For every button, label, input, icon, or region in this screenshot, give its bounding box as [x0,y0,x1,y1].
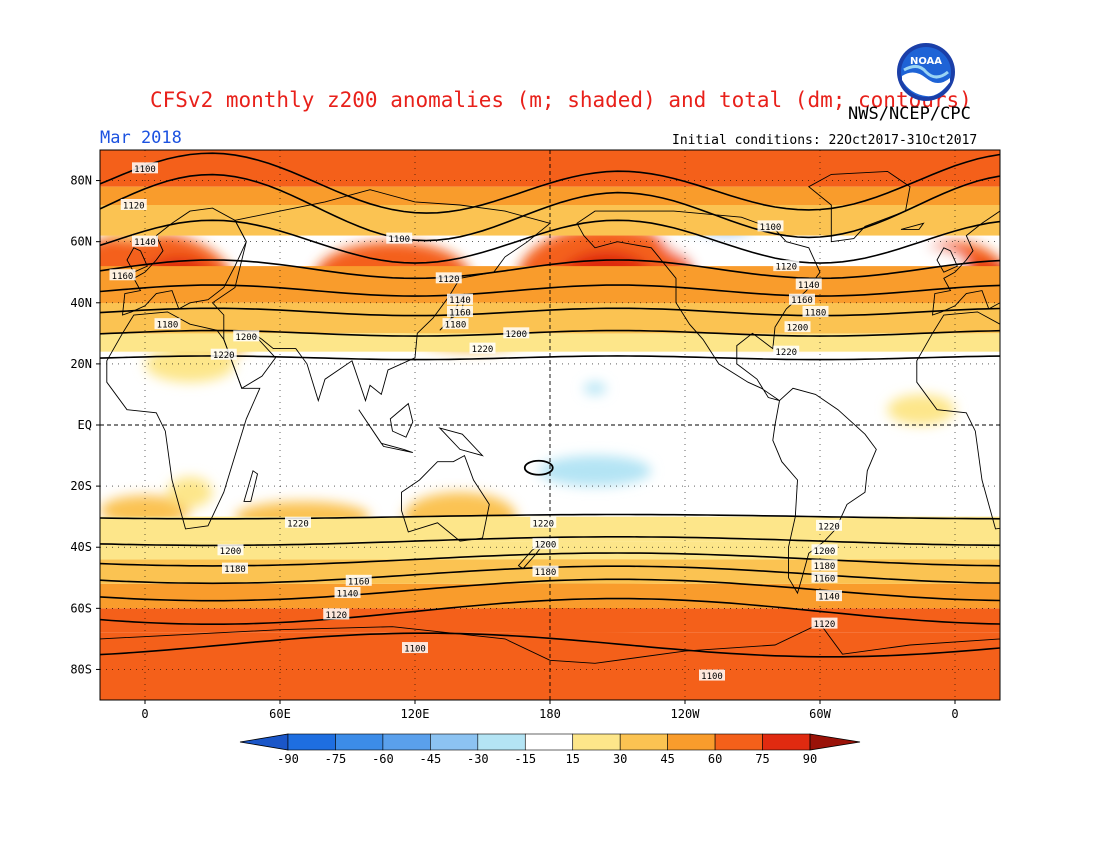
contour-label: 1220 [213,351,235,361]
colorbar-swatch [477,733,526,751]
colorbar-swatch [667,733,716,751]
contour-label: 1220 [472,345,494,355]
contour-label: 1160 [112,272,134,282]
colorbar-swatch [430,733,479,751]
colorbar-label: 90 [803,752,817,766]
contour-labels: 1100112011401160118012001220110011201140… [109,162,842,682]
contour-label: 1140 [818,593,840,603]
colorbar-label: -15 [514,752,536,766]
initial-conditions: Initial conditions: 22Oct2017-31Oct2017 [672,133,978,148]
contour-label: 1180 [445,321,467,331]
contour-label: 1180 [814,562,836,572]
colorbar-label: -90 [277,752,299,766]
colorbar-label: 60 [708,752,722,766]
latitude-tick-label: 20N [70,357,92,371]
longitude-tick-label: 0 [141,707,148,721]
contour-label: 1160 [814,574,836,584]
latitude-tick-label: 40N [70,296,92,310]
colorbar-swatch [762,733,811,751]
latitude-tick-label: 60N [70,235,92,249]
colorbar-swatch [287,733,336,751]
contour-label: 1100 [760,223,782,233]
contour-label: 1180 [535,568,557,578]
latitude-tick-label: 60S [70,601,92,615]
longitude-tick-label: 60W [809,707,831,721]
contour-label: 1180 [805,308,827,318]
noaa-logo-icon: NOAA [897,43,955,101]
contour-label: 1140 [449,296,471,306]
height-contours [100,152,1000,658]
colorbar-label: -45 [420,752,442,766]
latitude-tick-label: 80S [70,662,92,676]
colorbar-swatch [382,733,431,751]
longitude-tick-label: 180 [539,707,561,721]
contour-label: 1160 [348,577,370,587]
contour-label: 1120 [325,611,347,621]
longitude-tick-label: 120E [401,707,430,721]
contour-label: 1200 [535,541,557,551]
colorbar-label: -30 [467,752,489,766]
longitude-labels: 0 60E 120E 180 120W 60W 0 [141,700,959,721]
colorbar-swatch [524,733,574,751]
colorbar-low-arrow [239,733,289,751]
contour-label: 1160 [791,296,813,306]
colorbar-swatch [335,733,384,751]
contour-label: 1200 [814,547,836,557]
contour-label: 1140 [337,590,359,600]
contour-label: 1200 [787,324,809,334]
contour-label: 1220 [532,519,554,529]
latitude-tick-label: 80N [70,174,92,188]
contour-label: 1160 [449,308,471,318]
contour-label: 1120 [814,620,836,630]
colorbar-swatch [619,733,668,751]
contour-label: 1100 [404,645,426,655]
contour-label: 1100 [134,165,156,175]
latitude-tick-label: 40S [70,540,92,554]
contour-label: 1220 [287,519,309,529]
contour-label: 1220 [818,522,840,532]
contour-label: 1100 [701,672,723,682]
contour-label: 1140 [134,238,156,248]
colorbar-swatch [714,733,763,751]
colorbar-label: -75 [325,752,347,766]
contour-label: 1200 [220,547,242,557]
colorbar-high-arrow [809,733,861,751]
coastlines [100,170,1000,700]
contour-label: 1120 [438,275,460,285]
longitude-tick-label: 120W [671,707,701,721]
contour-label: 1180 [157,321,179,331]
map-title: CFSv2 monthly z200 anomalies (m; shaded)… [150,88,972,112]
latitude-tick-label: EQ [78,418,92,432]
colorbar-swatch [572,733,621,751]
longitude-tick-label: 0 [951,707,958,721]
colorbar-label: 75 [755,752,769,766]
colorbar: -90 -75 -60 -45 -30 -15 15 30 45 60 75 90 [239,733,861,766]
colorbar-label: 15 [566,752,580,766]
noaa-logo-text: NOAA [910,56,942,67]
colorbar-label: 45 [660,752,674,766]
contour-label: 1120 [775,263,797,273]
contour-label: 1140 [798,281,820,291]
contour-label: 1180 [224,565,246,575]
contour-label: 1200 [235,333,257,343]
forecast-month: Mar 2018 [100,128,182,148]
contour-label: 1220 [775,348,797,358]
longitude-tick-label: 60E [269,707,291,721]
colorbar-label: 30 [613,752,627,766]
agency-label: NWS/NCEP/CPC [848,104,971,124]
contour-label: 1200 [505,330,527,340]
colorbar-label: -60 [372,752,394,766]
contour-label: 1120 [123,202,145,212]
latitude-tick-label: 20S [70,479,92,493]
latitude-labels: 80N 60N 40N 20N EQ 20S 40S 60S 80S [70,174,100,676]
contour-label: 1100 [388,235,410,245]
